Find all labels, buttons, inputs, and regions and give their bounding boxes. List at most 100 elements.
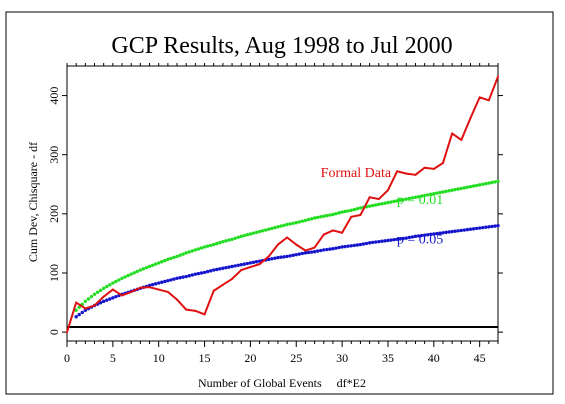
series-dot — [481, 182, 485, 186]
series-dot — [343, 209, 347, 214]
series-dot — [263, 228, 268, 232]
series-dot — [383, 239, 387, 243]
series-dot — [407, 196, 412, 201]
series-dot — [257, 229, 262, 234]
series-dot — [236, 263, 240, 268]
data-point — [221, 283, 224, 286]
series-dot — [315, 215, 320, 220]
series-dot — [441, 231, 445, 235]
series-dot — [367, 241, 372, 245]
series-dot — [95, 290, 100, 295]
series-dot — [111, 296, 115, 300]
series-dot — [153, 282, 158, 286]
data-point — [478, 96, 481, 99]
series-dot — [432, 192, 436, 196]
data-point — [286, 236, 289, 239]
series-dot — [370, 240, 375, 245]
series-dot — [328, 213, 332, 217]
series-dot — [456, 229, 460, 233]
data-point — [497, 75, 499, 78]
series-dot — [349, 208, 353, 213]
series-dot — [297, 252, 302, 256]
x-tick-label: 40 — [428, 351, 440, 365]
series-dot — [490, 180, 494, 185]
plot-frame — [66, 65, 499, 342]
series-dot — [221, 266, 225, 270]
data-point — [386, 189, 389, 192]
data-point — [432, 167, 435, 170]
series-dot — [184, 251, 188, 255]
series-dot — [291, 253, 295, 257]
data-point — [231, 277, 234, 280]
x-tick-label: 35 — [382, 351, 394, 365]
series-dot — [123, 275, 127, 279]
series-dot — [111, 281, 115, 285]
series-dot — [117, 278, 121, 282]
series-dot — [309, 250, 314, 254]
series-p-0-01 — [74, 179, 500, 312]
series-dot — [114, 279, 118, 284]
series-dot — [425, 233, 430, 237]
series-dot — [172, 255, 176, 260]
y-tick-label: 0 — [47, 329, 61, 335]
series-dot — [239, 263, 243, 267]
data-point — [157, 288, 160, 291]
x-tick-label: 25 — [290, 351, 302, 365]
series-dot — [300, 251, 305, 256]
series-dot — [398, 198, 402, 202]
series-dot — [172, 277, 176, 281]
series-dot — [444, 230, 448, 235]
data-point — [203, 313, 206, 316]
data-point — [267, 255, 270, 258]
data-point — [423, 166, 426, 169]
series-dot — [132, 271, 136, 275]
x-tick-label: 5 — [110, 351, 116, 365]
series-dot — [150, 282, 155, 287]
series-dot — [474, 183, 479, 188]
series-dot — [260, 229, 265, 233]
series-dot — [98, 301, 103, 305]
series-dot — [334, 211, 338, 216]
series-dot — [471, 184, 476, 188]
series-dot — [444, 189, 448, 194]
series-dot — [215, 241, 219, 246]
data-point — [66, 331, 68, 334]
series-dot — [309, 217, 314, 221]
series-dot — [340, 210, 344, 214]
series-dot — [205, 269, 210, 274]
y-tick-label: 200 — [47, 205, 61, 223]
data-point — [469, 117, 472, 120]
data-point — [414, 173, 417, 176]
series-dot — [166, 257, 170, 262]
series-dot — [129, 272, 133, 276]
series-dot — [166, 278, 170, 283]
series-dot — [380, 239, 384, 243]
series-dot — [83, 308, 88, 312]
series-dot — [227, 238, 231, 242]
series-dot — [312, 249, 317, 254]
series-dot — [193, 248, 198, 252]
series-dot — [92, 292, 97, 296]
series-dot — [392, 237, 396, 242]
series-dot — [337, 211, 341, 215]
series-dot — [395, 237, 399, 241]
series-dot — [370, 203, 375, 208]
series-dot — [218, 240, 222, 245]
data-point — [295, 243, 298, 246]
series-dot — [120, 276, 124, 281]
data-point — [75, 301, 78, 304]
series-dot — [386, 200, 390, 205]
series-dot — [352, 207, 357, 212]
series-dot — [160, 280, 164, 284]
series-dot — [245, 261, 250, 266]
series-dot — [101, 299, 106, 304]
series-annotation: Formal Data — [321, 166, 392, 181]
series-dot — [163, 279, 167, 284]
series-dot — [438, 231, 442, 235]
series-dot — [105, 298, 109, 302]
series-dot — [150, 263, 155, 268]
series-dot — [490, 224, 494, 229]
y-tick-label: 100 — [47, 264, 61, 282]
series-dot — [453, 229, 457, 233]
